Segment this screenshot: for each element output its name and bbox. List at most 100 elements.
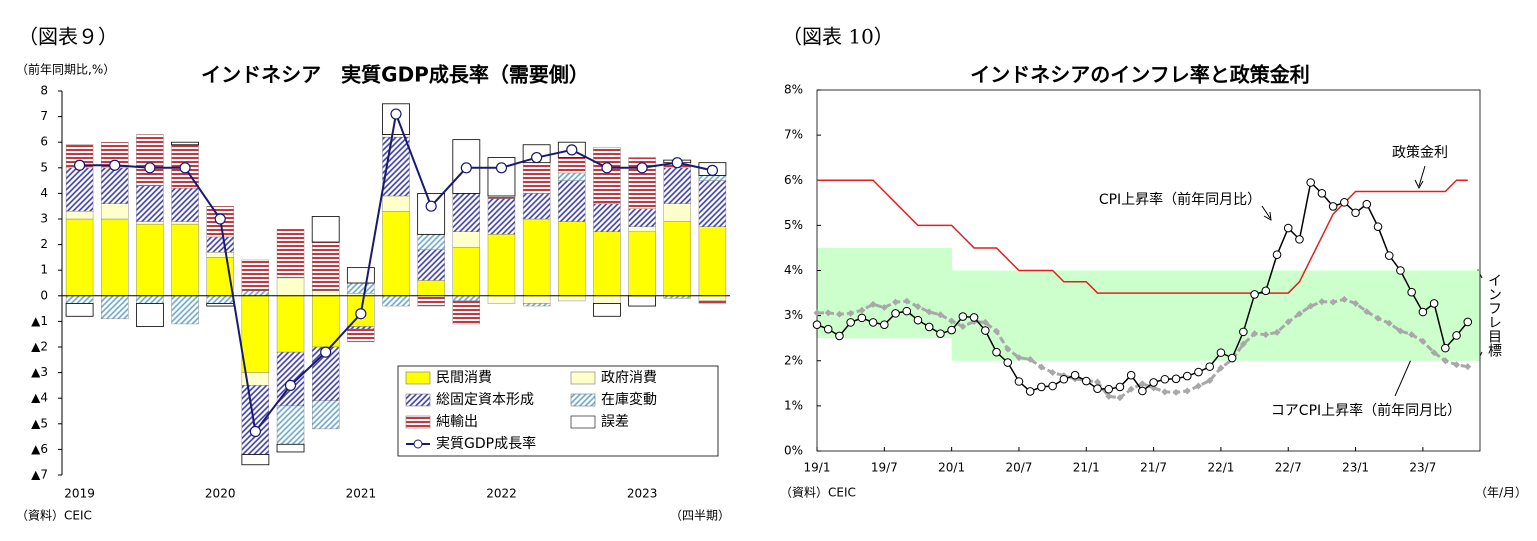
bar-segment (522, 162, 551, 194)
point-marker (1306, 178, 1315, 187)
target-band (1445, 270, 1458, 361)
point-marker (1026, 355, 1034, 363)
target-band (1422, 270, 1435, 361)
gdp-marker (390, 108, 402, 120)
point-marker (858, 306, 866, 314)
bar-segment (452, 193, 481, 232)
point-marker (1037, 363, 1045, 371)
bar-segment (136, 295, 164, 304)
target-band (1288, 270, 1300, 361)
y-tick-label: 7 (40, 109, 48, 123)
point-marker (1239, 340, 1247, 348)
point-marker (1161, 388, 1169, 396)
bar-segment (65, 218, 94, 297)
source: （資料）CEIC (780, 486, 856, 500)
gdp-marker (601, 162, 613, 174)
bar-segment (101, 167, 129, 204)
point-marker (1182, 371, 1192, 381)
target-band (1411, 270, 1424, 361)
bar-segment (346, 267, 375, 284)
point-marker (1250, 290, 1259, 299)
arrow (1261, 205, 1271, 219)
gdp-marker (531, 151, 543, 164)
point-marker (847, 309, 855, 317)
point-marker (924, 322, 934, 332)
bar-segment (522, 303, 551, 307)
bar-segment (382, 295, 410, 307)
bar-segment (241, 295, 270, 373)
gdp-marker (706, 164, 719, 176)
gdp-marker (671, 157, 683, 169)
bar-segment (311, 241, 340, 291)
bar-segment (628, 295, 657, 307)
bar-segment (171, 223, 199, 296)
bar-segment (171, 221, 199, 225)
gdp-marker (636, 162, 648, 174)
legend-label: 総固定資本形成 (436, 392, 534, 408)
legend-swatch (413, 439, 423, 449)
bar-segment (347, 328, 375, 343)
bar-segment (241, 290, 270, 296)
y-tick-label: ▲2 (31, 340, 48, 354)
y-tick-label: 0 (40, 288, 48, 302)
target-band (1142, 270, 1155, 361)
point-marker (936, 329, 945, 338)
bar-segment (347, 326, 375, 330)
annotation: 政策金利 (1392, 144, 1448, 161)
point-marker (1070, 370, 1080, 380)
point-marker (869, 300, 877, 308)
point-marker (1081, 376, 1091, 386)
y-tick-label: ▲5 (31, 416, 48, 430)
y-tick-label: 4% (784, 263, 803, 277)
figure-label: （図表 10） (782, 25, 894, 49)
bar-segment (698, 180, 727, 227)
target-band (1018, 270, 1031, 361)
bar-segment (206, 236, 234, 253)
target-band (1007, 270, 1020, 361)
target-band (1119, 270, 1132, 361)
point-marker (1452, 331, 1461, 340)
x-tick-label: 19/7 (871, 461, 898, 475)
bar-segment (136, 134, 164, 186)
point-marker (1205, 362, 1214, 371)
y-tick-label: 4 (40, 186, 48, 200)
point-marker (1362, 199, 1372, 209)
point-marker (1262, 331, 1270, 339)
target-band (1400, 270, 1413, 361)
x-tick-label: 2022 (486, 487, 517, 501)
point-marker (1328, 202, 1338, 211)
point-marker (1374, 314, 1382, 322)
point-marker (1317, 189, 1327, 198)
bar-segment (593, 303, 621, 317)
point-marker (1059, 374, 1069, 384)
bar-segment (558, 180, 586, 222)
point-marker (1048, 381, 1057, 391)
gdp-marker (425, 200, 437, 212)
bar-segment (206, 252, 234, 258)
bar-segment (136, 185, 164, 222)
bar-segment (276, 277, 305, 297)
point-marker (1284, 318, 1292, 326)
bar-segment (487, 295, 516, 304)
target-band (1456, 270, 1469, 361)
bar-segment (698, 300, 727, 304)
target-band (884, 247, 897, 339)
bar-segment (698, 295, 727, 302)
bar-segment (698, 226, 727, 296)
bar-segment (487, 234, 516, 296)
point-marker (903, 297, 911, 305)
target-band (951, 270, 964, 361)
bar-segment (593, 147, 621, 204)
target-band (1041, 270, 1054, 361)
point-marker (857, 313, 867, 323)
point-marker (914, 303, 922, 311)
point-marker (959, 322, 967, 330)
legend-label: 純輸出 (436, 414, 478, 430)
target-band (974, 270, 986, 361)
point-marker (1419, 337, 1427, 345)
gdp-marker (249, 425, 261, 438)
point-marker (846, 318, 855, 327)
target-band (1355, 270, 1368, 361)
bar-segment (452, 246, 481, 297)
